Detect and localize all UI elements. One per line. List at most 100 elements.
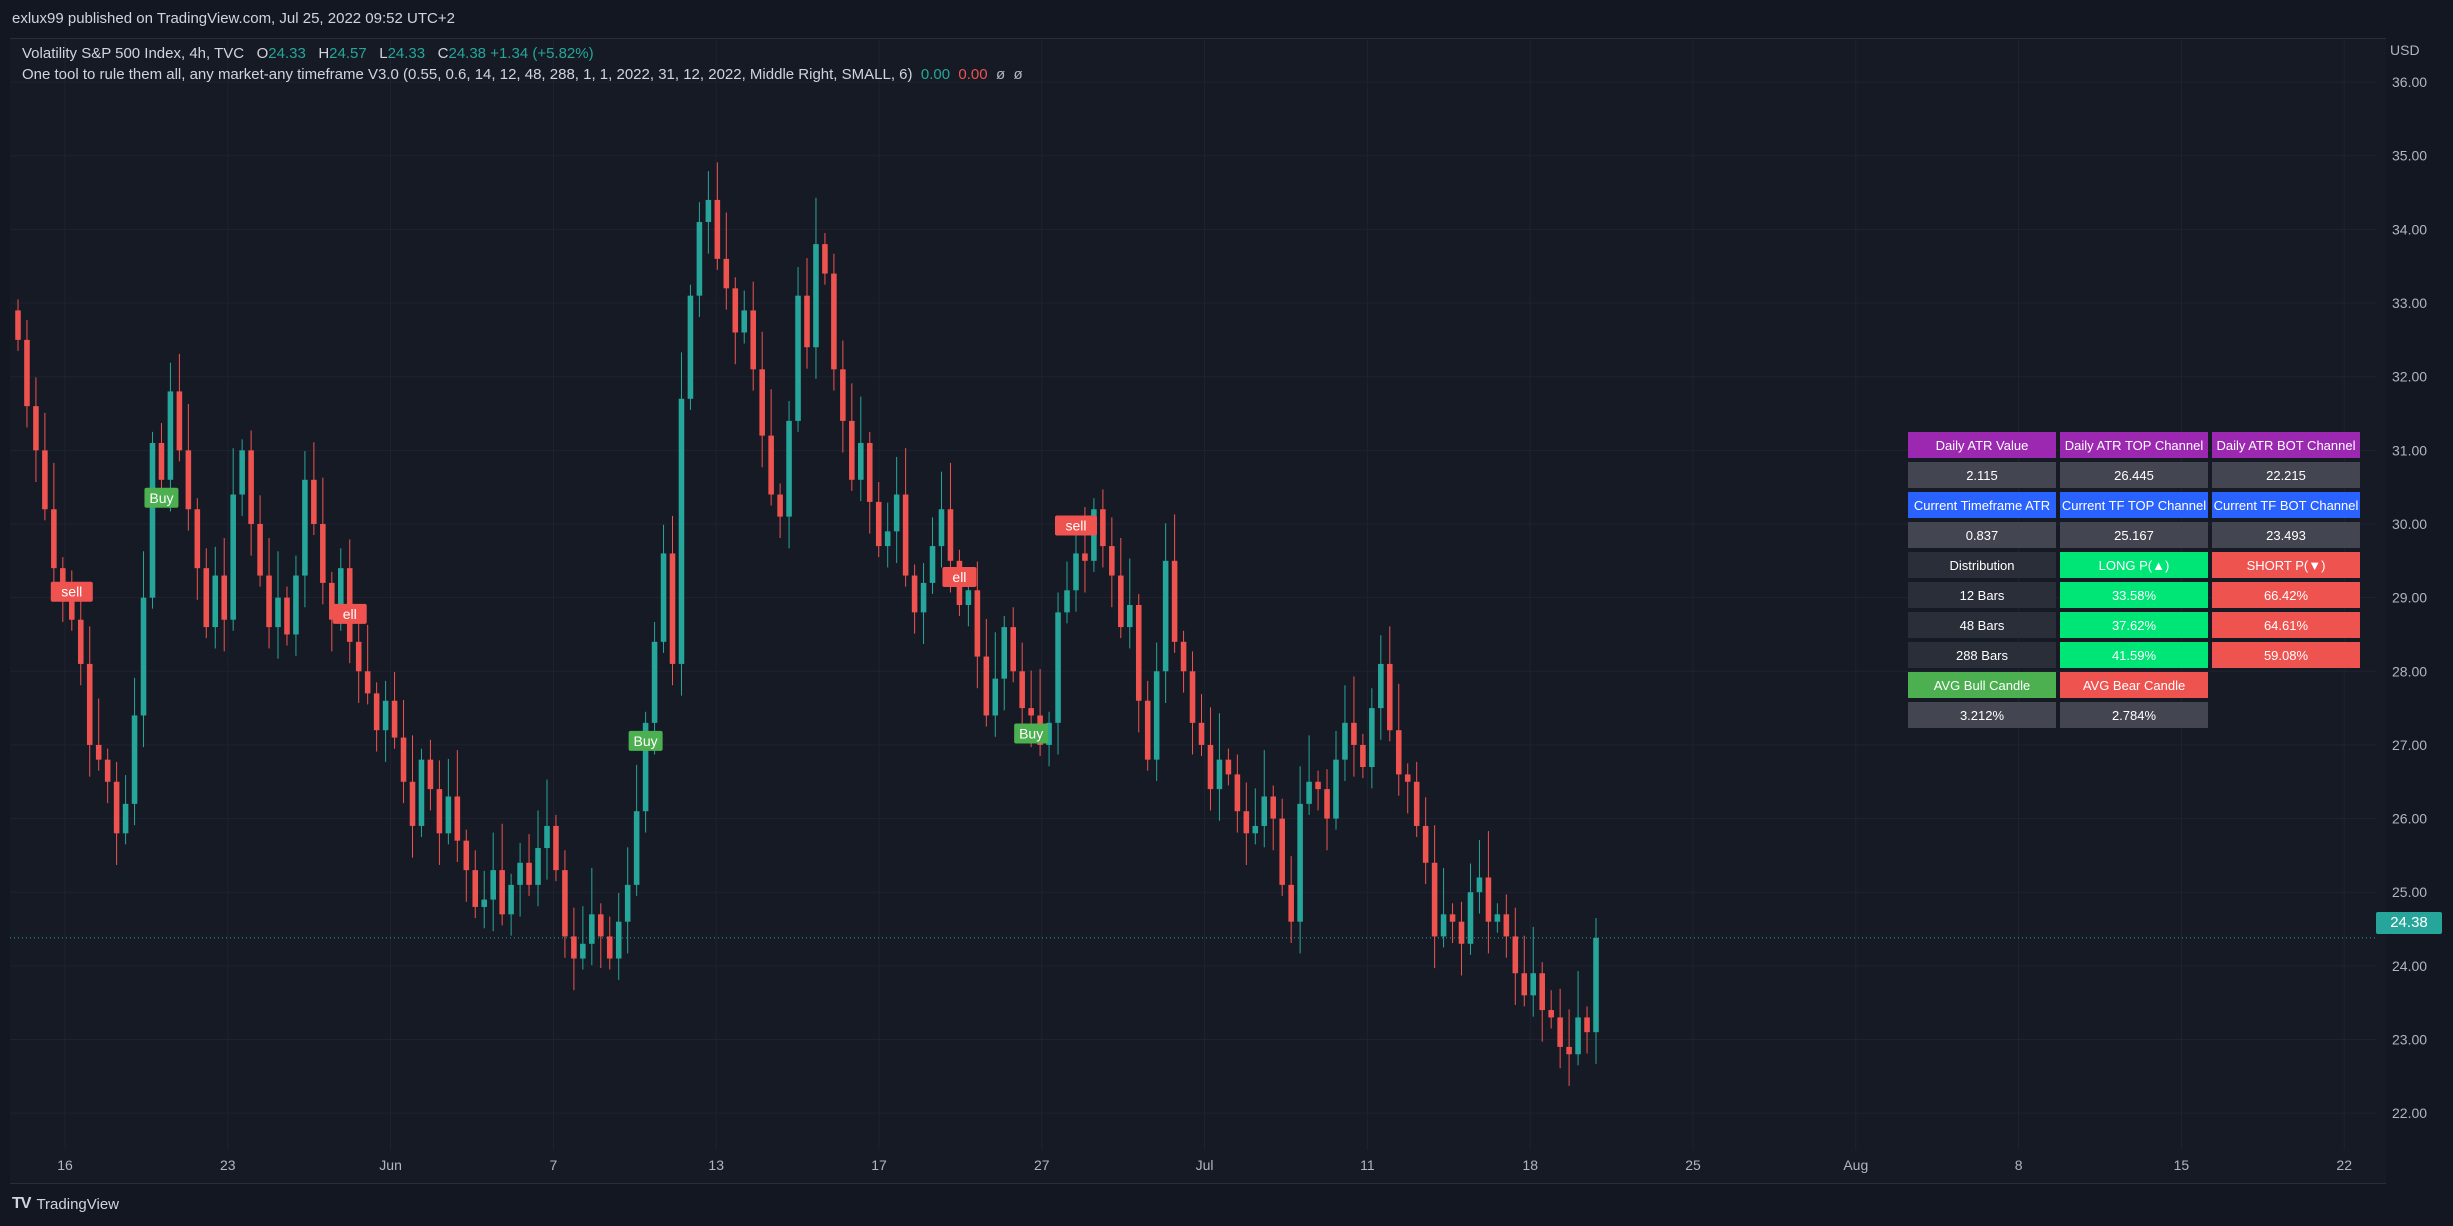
candle-body: [355, 641, 362, 672]
indicator-value-3: ø: [995, 66, 1006, 83]
candle-body: [373, 693, 380, 731]
low-value: 24.33: [387, 45, 426, 62]
candle-body: [167, 391, 174, 480]
candle-body: [1413, 781, 1420, 826]
symbol-legend[interactable]: Volatility S&P 500 Index, 4h, TVC O 24.33…: [22, 45, 594, 62]
candle-body: [974, 590, 981, 657]
atr-table-row: Daily ATR Value Daily ATR TOP Channel Dail…: [1908, 432, 2360, 458]
indicator-legend[interactable]: One tool to rule them all, any market-an…: [22, 66, 1023, 83]
atr-stats-table: Daily ATR Value Daily ATR TOP Channel Dail…: [1904, 428, 2364, 732]
candle-body: [1162, 560, 1169, 672]
candle-body: [1395, 730, 1402, 775]
atr-table-cell: 0.837: [1908, 522, 2056, 548]
time-tick-label: 22: [2336, 1157, 2352, 1173]
candle-body: [1207, 744, 1214, 790]
atr-table-cell: SHORT P(▼): [2212, 552, 2360, 578]
high-label: H: [318, 45, 330, 62]
candle-body: [1593, 937, 1599, 1033]
candle-body: [777, 494, 783, 517]
candle-body: [544, 825, 550, 849]
change-value: +1.34 (+5.82%): [490, 45, 594, 62]
atr-table-cell: 48 Bars: [1908, 612, 2056, 638]
price-tick-label: 25.00: [2392, 884, 2427, 900]
candle-body: [571, 936, 577, 959]
signal-label-buy: [144, 487, 179, 508]
candle-body: [1476, 877, 1483, 893]
candle-body: [1333, 759, 1339, 819]
time-tick-label: 23: [220, 1157, 236, 1173]
atr-table-row: 3.212% 2.784%: [1908, 702, 2360, 728]
candle-body: [1252, 825, 1259, 834]
signal-label-sell: [1054, 515, 1097, 536]
candle-body: [911, 575, 918, 613]
last-price-tag: 24.38: [2376, 912, 2442, 934]
time-tick-label: 15: [2174, 1157, 2190, 1173]
candle-body: [768, 435, 774, 495]
price-tick-label: 26.00: [2392, 811, 2427, 827]
candle-body: [714, 199, 721, 259]
candle-body: [678, 398, 685, 664]
candle-body: [203, 568, 210, 628]
candle-body: [1216, 759, 1223, 790]
atr-table-cell: 22.215: [2212, 462, 2360, 488]
atr-table-cell: 59.08%: [2212, 642, 2360, 668]
atr-table-cell: 37.62%: [2060, 612, 2208, 638]
signal-text-buy: Buy: [1019, 725, 1043, 741]
atr-table-row: Distribution LONG P(▲) SHORT P(▼): [1908, 552, 2360, 578]
candle-body: [1431, 862, 1438, 937]
candle-body: [831, 273, 837, 370]
atr-table-cell: 288 Bars: [1908, 642, 2056, 668]
candle-body: [445, 796, 452, 834]
candle-body: [615, 921, 622, 959]
candle-body: [938, 509, 945, 547]
candle-body: [391, 700, 398, 738]
atr-table-cell: Current TF BOT Channel: [2212, 492, 2360, 518]
price-tick-label: 22.00: [2392, 1105, 2427, 1121]
candle-body: [1126, 605, 1133, 628]
candle-body: [947, 509, 954, 561]
low-label: L: [379, 45, 388, 62]
candle-body: [920, 582, 927, 613]
candle-body: [427, 759, 434, 790]
candle-body: [194, 509, 201, 569]
candle-body: [51, 509, 57, 569]
indicator-value-1: 0.00: [920, 66, 951, 83]
tradingview-logo[interactable]: TV TradingView: [12, 1195, 119, 1213]
footer: [0, 1184, 2453, 1226]
candle-body: [1001, 627, 1008, 679]
candle-body: [526, 862, 532, 885]
signal-text-sell: sell: [1065, 517, 1086, 533]
close-label: C: [437, 45, 449, 62]
price-tick-label: 32.00: [2392, 369, 2427, 385]
candle-body: [33, 406, 39, 451]
candle-body: [499, 870, 505, 915]
candle-body: [436, 789, 443, 834]
candle-body: [1342, 722, 1348, 760]
publisher-line: exlux99 published on TradingView.com, Ju…: [12, 10, 455, 27]
candle-body: [660, 553, 667, 642]
candle-body: [1404, 774, 1411, 782]
open-label: O: [256, 45, 269, 62]
candle-body: [992, 678, 999, 716]
candle-body: [858, 442, 864, 480]
candle-body: [1100, 509, 1106, 547]
signal-text-sell: sell: [61, 584, 82, 600]
candle-body: [140, 597, 147, 716]
candle-body: [822, 244, 828, 274]
signal-text-sell: ell: [343, 606, 357, 622]
symbol-title[interactable]: Volatility S&P 500 Index, 4h, TVC: [22, 45, 245, 62]
indicator-title[interactable]: One tool to rule them all, any market-an…: [22, 66, 913, 83]
top-bar: exlux99 published on TradingView.com, Ju…: [0, 0, 2453, 38]
atr-table-cell: Current TF TOP Channel: [2060, 492, 2208, 518]
candle-body: [723, 258, 730, 289]
candle-body: [176, 391, 183, 451]
candle-body: [965, 590, 972, 605]
atr-table-cell: 64.61%: [2212, 612, 2360, 638]
price-tick-label: 29.00: [2392, 590, 2427, 606]
candle-body: [1064, 590, 1070, 613]
candle-body: [409, 781, 416, 826]
signal-text-buy: Buy: [149, 490, 173, 506]
candle-body: [1135, 605, 1142, 701]
candle-body: [1387, 663, 1393, 731]
